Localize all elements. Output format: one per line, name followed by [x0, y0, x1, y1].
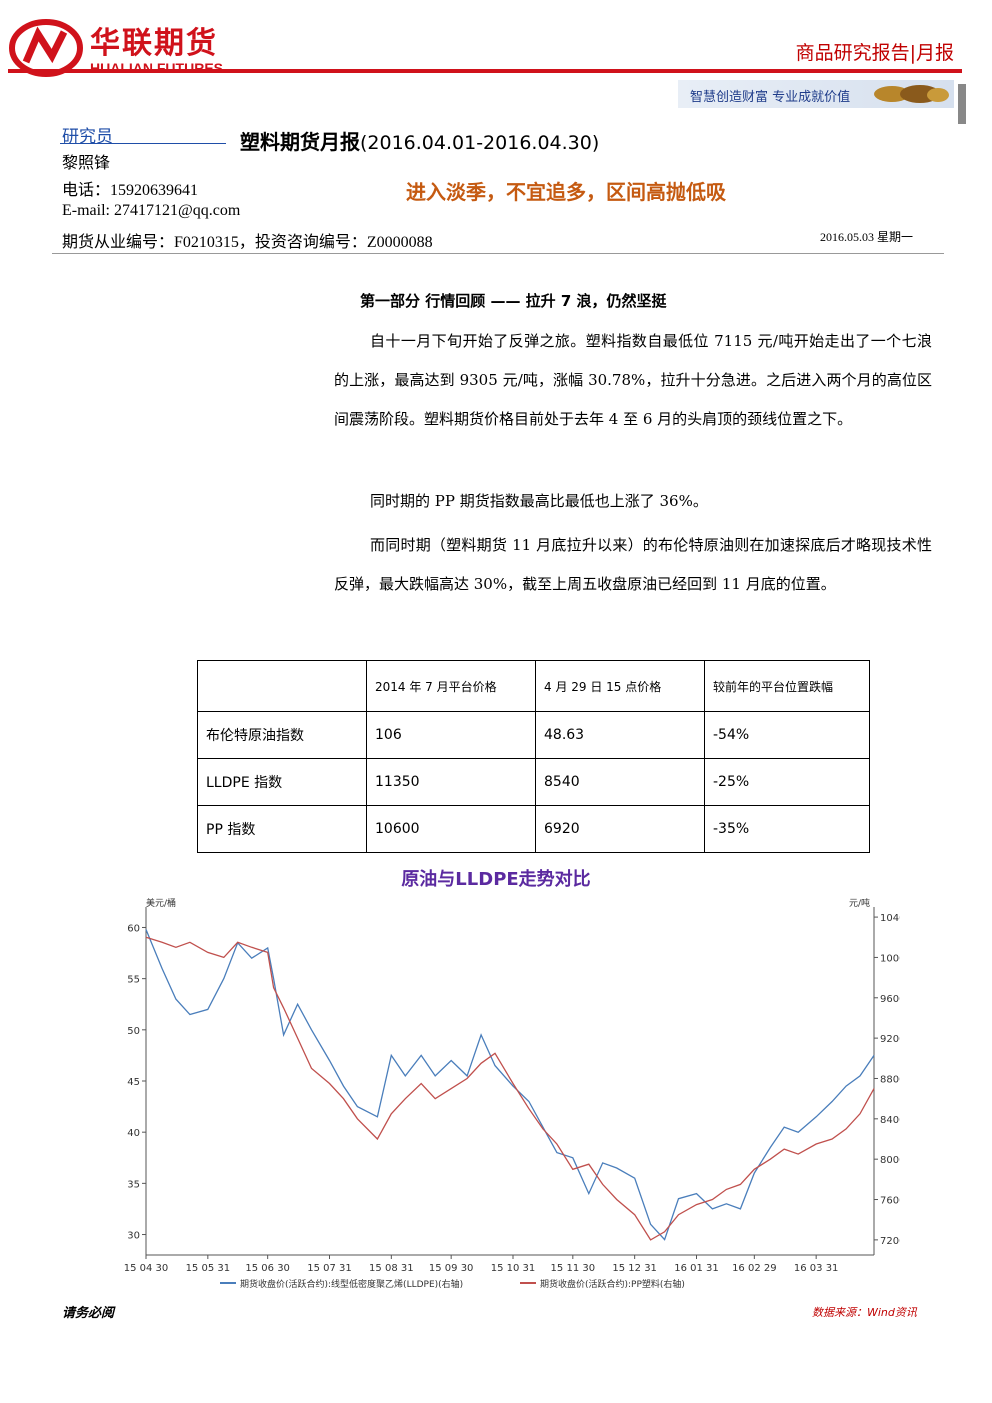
report-type: 商品研究报告|月报 — [795, 42, 954, 64]
report-date-range: (2016.04.01-2016.04.30) — [360, 132, 600, 154]
x-tick-label: 16 02 29 — [732, 1263, 777, 1274]
footer-disclaimer: 请务必阅 — [62, 1306, 115, 1321]
table-cell: 8540 — [535, 758, 705, 806]
slogan-text: 智慧创造财富 专业成就价值 — [690, 90, 851, 105]
logo-chinese-name: 华联期货 — [90, 26, 218, 61]
x-tick-label: 15 06 30 — [245, 1263, 290, 1274]
left-tick-label: 35 — [127, 1179, 140, 1190]
table-cell: PP 指数 — [197, 805, 367, 853]
price-comparison-table: 2014 年 7 月平台价格 4 月 29 日 15 点价格 较前年的平台位置跌… — [197, 660, 870, 853]
legend-label: 期货收盘价(活跃合约):线型低密度聚乙烯(LLDPE)(右轴) — [240, 1278, 463, 1290]
right-tick-label: 8000 — [880, 1155, 900, 1166]
table-header-cell — [197, 660, 367, 712]
right-tick-label: 10400 — [880, 913, 900, 924]
left-tick-label: 40 — [127, 1128, 140, 1139]
series-line-2 — [145, 936, 875, 1241]
table-cell: 106 — [366, 711, 536, 759]
report-title: 塑料期货月报(2016.04.01-2016.04.30) — [240, 126, 599, 155]
x-tick-label: 15 05 31 — [186, 1263, 231, 1274]
report-title-text: 塑料期货月报 — [240, 130, 360, 154]
info-divider — [52, 253, 944, 254]
table-header-cell: 2014 年 7 月平台价格 — [366, 660, 536, 712]
gold-coins-icon — [874, 85, 949, 103]
right-tick-label: 10000 — [880, 953, 900, 964]
left-tick-label: 45 — [127, 1077, 140, 1088]
table-header-row: 2014 年 7 月平台价格 4 月 29 日 15 点价格 较前年的平台位置跌… — [197, 660, 870, 712]
paragraph-1: 自十一月下旬开始了反弹之旅。塑料指数自最低位 7115 元/吨开始走出了一个七浪… — [334, 332, 932, 428]
section-title: 第一部分 行情回顾 —— 拉升 7 浪，仍然坚挺 — [360, 292, 667, 310]
analyst-phone: 电话：15920639641 — [62, 182, 199, 199]
right-tick-label: 7200 — [880, 1236, 900, 1247]
x-tick-label: 15 07 31 — [307, 1263, 352, 1274]
left-tick-label: 30 — [127, 1231, 140, 1242]
table-cell: 11350 — [366, 758, 536, 806]
legend-label: 期货收盘价(活跃合约):PP塑料(右轴) — [540, 1278, 685, 1290]
table-cell: -35% — [704, 805, 870, 853]
table-cell: 6920 — [535, 805, 705, 853]
crude-vs-lldpe-chart: 美元/桶 元/吨 30 35 40 45 50 55 60 7200 7600 8000 8400 880… — [124, 897, 900, 1290]
table-row: 布伦特原油指数 106 48.63 -54% — [197, 711, 870, 759]
table-cell: 10600 — [366, 805, 536, 853]
analyst-email: E-mail: 27417121@qq.com — [62, 202, 241, 219]
table-row: LLDPE 指数 11350 8540 -25% — [197, 758, 870, 806]
table-row: PP 指数 10600 6920 -35% — [197, 805, 870, 853]
chart-source: 数据来源：Wind资讯 — [812, 1306, 917, 1319]
hualian-logo-icon — [9, 19, 83, 77]
right-tick-label: 8400 — [880, 1115, 900, 1126]
table-header-cell: 较前年的平台位置跌幅 — [704, 660, 870, 712]
series-line-1 — [145, 929, 875, 1241]
x-tick-label: 15 04 30 — [124, 1263, 169, 1274]
researcher-underline — [60, 143, 226, 144]
x-tick-label: 15 10 31 — [491, 1263, 536, 1274]
right-tick-label: 9600 — [880, 994, 900, 1005]
table-cell: -25% — [704, 758, 870, 806]
table-cell: LLDPE 指数 — [197, 758, 367, 806]
right-tick-label: 7600 — [880, 1196, 900, 1207]
logo-english-name: HUALIAN FUTURES — [90, 60, 223, 76]
x-tick-label: 15 11 30 — [551, 1263, 596, 1274]
left-tick-label: 55 — [127, 975, 140, 986]
report-date: 2016.05.03 星期一 — [820, 230, 914, 244]
x-tick-label: 16 03 31 — [794, 1263, 839, 1274]
paragraph-3: 而同时期（塑料期货 11 月底拉升以来）的布伦特原油则在加速探底后才略现技术性反… — [334, 536, 932, 593]
right-axis-unit: 元/吨 — [849, 897, 870, 909]
header-divider — [8, 69, 962, 73]
right-tick-label: 9200 — [880, 1034, 900, 1045]
x-tick-label: 15 08 31 — [369, 1263, 414, 1274]
researcher-label: 研究员 — [62, 127, 113, 147]
x-tick-label: 15 12 31 — [612, 1263, 657, 1274]
x-tick-label: 16 01 31 — [674, 1263, 719, 1274]
report-headline: 进入淡季，不宜追多，区间高抛低吸 — [406, 180, 726, 204]
page-edge-bar — [958, 84, 966, 124]
table-cell: 48.63 — [535, 711, 705, 759]
x-tick-label: 15 09 30 — [429, 1263, 474, 1274]
table-cell: 布伦特原油指数 — [197, 711, 367, 759]
analyst-license: 期货从业编号：F0210315，投资咨询编号：Z0000088 — [62, 234, 433, 251]
right-tick-label: 8800 — [880, 1074, 900, 1085]
paragraph-2: 同时期的 PP 期货指数最高比最低也上涨了 36%。 — [370, 492, 708, 510]
analyst-name: 黎照锋 — [62, 155, 111, 172]
table-header-cell: 4 月 29 日 15 点价格 — [535, 660, 705, 712]
left-tick-label: 60 — [127, 923, 140, 934]
left-tick-label: 50 — [127, 1026, 140, 1037]
left-axis-unit: 美元/桶 — [146, 897, 176, 909]
chart-title: 原油与LLDPE走势对比 — [401, 869, 591, 890]
table-cell: -54% — [704, 711, 870, 759]
